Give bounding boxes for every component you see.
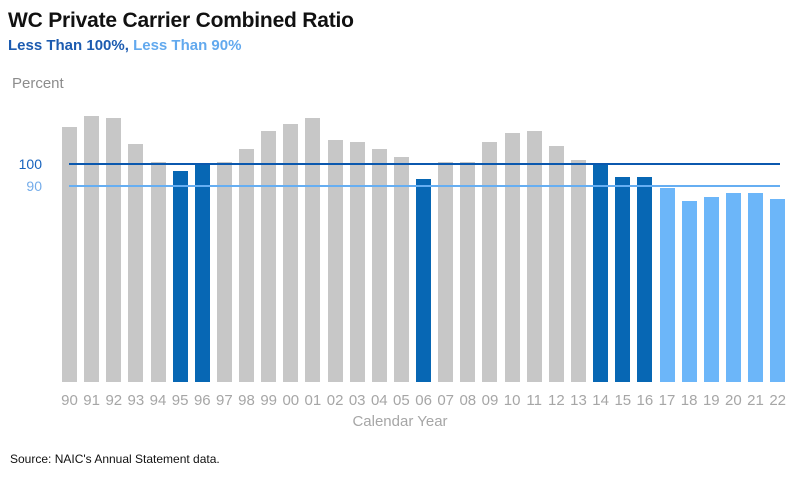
x-tick-90: 90: [61, 392, 78, 409]
bar-94: [150, 161, 166, 382]
x-tick-18: 18: [680, 392, 698, 409]
bar-95: [172, 170, 188, 382]
x-tick-92: 92: [105, 392, 123, 409]
x-tick-12: 12: [548, 392, 565, 409]
bar-92: [106, 117, 122, 382]
x-tick-16: 16: [636, 392, 654, 409]
bar-13: [570, 159, 586, 382]
x-tick-02: 02: [326, 392, 344, 409]
x-tick-00: 00: [282, 392, 300, 409]
bar-20: [725, 192, 741, 382]
x-tick-21: 21: [747, 392, 764, 409]
bar-08: [460, 161, 476, 382]
x-tick-22: 22: [769, 392, 787, 409]
x-tick-06: 06: [415, 392, 432, 409]
bar-16: [637, 177, 653, 382]
bar-93: [128, 144, 144, 382]
x-tick-13: 13: [570, 392, 587, 409]
bar-90: [62, 126, 77, 382]
x-tick-07: 07: [437, 392, 455, 409]
bar-07: [438, 161, 454, 382]
bar-99: [261, 131, 277, 382]
x-tick-97: 97: [216, 392, 233, 409]
bar-03: [349, 142, 365, 382]
reference-line-100: [69, 163, 780, 165]
x-tick-08: 08: [459, 392, 477, 409]
x-tick-03: 03: [348, 392, 366, 409]
bar-19: [703, 197, 719, 382]
x-tick-94: 94: [149, 392, 167, 409]
bar-96: [194, 164, 210, 382]
x-tick-04: 04: [370, 392, 388, 409]
x-tick-05: 05: [393, 392, 410, 409]
x-tick-10: 10: [503, 392, 521, 409]
x-tick-93: 93: [127, 392, 145, 409]
x-tick-11: 11: [526, 392, 542, 409]
x-tick-99: 99: [260, 392, 278, 409]
chart-subtitle: Less Than 100%, Less Than 90%: [8, 37, 241, 54]
bar-11: [526, 131, 542, 382]
bar-02: [327, 139, 343, 382]
bar-06: [416, 179, 432, 382]
y-axis-title: Percent: [12, 75, 64, 92]
x-tick-91: 91: [83, 392, 100, 409]
bar-12: [548, 146, 564, 382]
x-tick-96: 96: [193, 392, 211, 409]
bar-15: [615, 177, 631, 382]
y-tick-90: 90: [26, 178, 42, 194]
reference-line-90: [69, 185, 780, 187]
x-tick-95: 95: [171, 392, 189, 409]
bar-98: [239, 148, 255, 382]
chart-title: WC Private Carrier Combined Ratio: [8, 9, 354, 32]
bar-17: [659, 188, 675, 382]
x-tick-01: 01: [304, 392, 322, 409]
bar-22: [770, 199, 786, 382]
y-tick-100: 100: [18, 156, 42, 172]
x-tick-19: 19: [702, 392, 720, 409]
bar-04: [371, 148, 387, 382]
bar-97: [216, 161, 232, 382]
bar-14: [593, 164, 609, 382]
bar-21: [748, 192, 764, 382]
x-tick-15: 15: [614, 392, 632, 409]
subtitle-legend-lt90: Less Than 90%: [133, 37, 242, 54]
subtitle-legend-lt100: Less Than 100%,: [8, 37, 129, 54]
x-tick-17: 17: [658, 392, 676, 409]
x-axis-title: Calendar Year: [352, 413, 448, 430]
bar-91: [84, 115, 100, 382]
x-tick-14: 14: [592, 392, 609, 409]
x-tick-09: 09: [481, 392, 499, 409]
bar-10: [504, 133, 520, 382]
bar-09: [482, 142, 498, 382]
source-note: Source: NAIC's Annual Statement data.: [10, 452, 220, 466]
bar-18: [681, 201, 697, 382]
bar-01: [305, 117, 321, 382]
bar-00: [283, 124, 299, 382]
x-tick-20: 20: [725, 392, 742, 409]
bar-05: [393, 157, 409, 382]
x-tick-98: 98: [238, 392, 255, 409]
